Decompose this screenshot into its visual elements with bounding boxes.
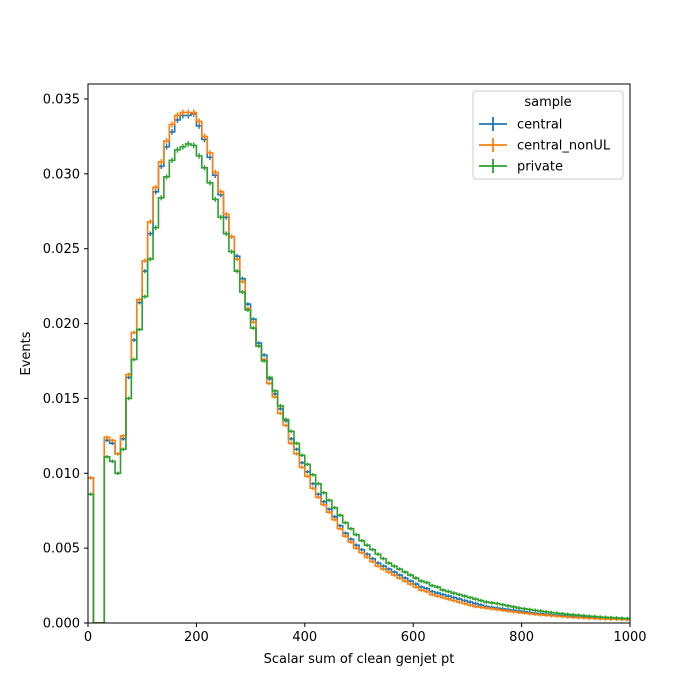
legend-item-central_nonUL: central_nonUL <box>479 138 611 154</box>
y-tick-label: 0.005 <box>43 542 80 557</box>
legend-label: central <box>517 118 562 133</box>
series-central <box>88 110 630 623</box>
legend-item-central: central <box>479 117 562 133</box>
y-tick-label: 0.030 <box>43 167 80 182</box>
legend-title: sample <box>524 95 571 110</box>
y-tick-label: 0.015 <box>43 392 80 407</box>
legend-box <box>472 90 624 180</box>
x-tick-label: 600 <box>401 630 426 645</box>
legend-item-private: private <box>479 159 563 175</box>
x-tick-label: 200 <box>184 630 209 645</box>
y-tick-label: 0.010 <box>43 467 80 482</box>
series-line-central <box>88 113 630 623</box>
x-axis-ticks: 0 200 400 600 800 1000 <box>84 623 647 645</box>
y-tick-label: 0.000 <box>43 617 80 632</box>
plot-frame <box>87 83 631 624</box>
y-tick-label: 0.025 <box>43 242 80 257</box>
x-tick-label: 400 <box>292 630 317 645</box>
series-central_nonUL <box>88 109 630 623</box>
x-tick-label: 0 <box>84 630 92 645</box>
series-layer <box>88 109 630 623</box>
y-axis-label: Events <box>19 331 34 375</box>
x-axis-label: Scalar sum of clean genjet pt <box>264 652 455 667</box>
series-line-private <box>88 143 630 623</box>
legend-label: private <box>517 160 563 175</box>
y-axis-ticks: 0.000 0.005 0.010 0.015 0.020 0.025 0.030 0.035 <box>43 92 88 632</box>
legend-label: central_nonUL <box>517 139 611 154</box>
x-tick-label: 1000 <box>613 630 646 645</box>
series-private <box>88 141 630 623</box>
x-tick-label: 800 <box>509 630 534 645</box>
series-line-central_nonUL <box>88 111 630 623</box>
y-tick-label: 0.035 <box>43 92 80 107</box>
y-tick-label: 0.020 <box>43 317 80 332</box>
